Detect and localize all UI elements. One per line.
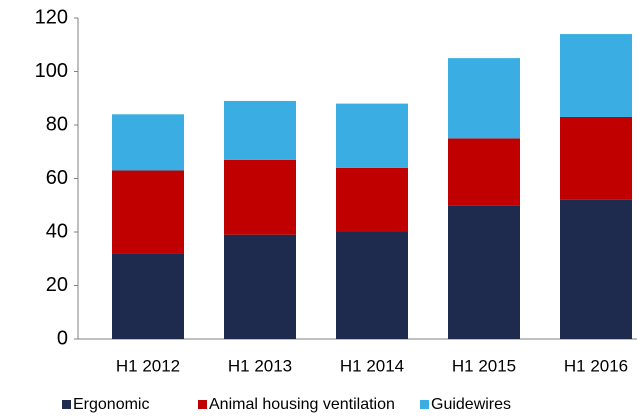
legend-swatch: [62, 400, 71, 409]
x-tick-label: H1 2013: [228, 356, 292, 375]
legend-label: Animal housing ventilation: [209, 396, 395, 413]
legend-swatch: [420, 400, 429, 409]
y-tick-label: 20: [46, 274, 68, 296]
legend-label: Guidewires: [431, 396, 511, 413]
bar-segment: [112, 170, 184, 254]
bar-segment: [560, 199, 632, 339]
x-tick-label: H1 2012: [116, 356, 180, 375]
bar-segment: [224, 100, 296, 160]
x-tick-label: H1 2015: [452, 356, 516, 375]
legend-label: Ergonomic: [73, 396, 149, 413]
bar-segment: [224, 234, 296, 339]
legend-swatch: [198, 400, 207, 409]
bar-segment: [448, 58, 520, 139]
y-tick-label: 120: [35, 6, 68, 28]
y-tick-label: 40: [46, 220, 68, 242]
bar-segment: [448, 205, 520, 339]
bar-segment: [560, 116, 632, 200]
bar-segment: [448, 138, 520, 206]
bar-segment: [112, 253, 184, 339]
x-tick-label: H1 2014: [340, 356, 404, 375]
y-tick-label: 100: [35, 60, 68, 82]
y-tick-label: 80: [46, 113, 68, 135]
bar-segment: [336, 232, 408, 339]
bar-segment: [336, 167, 408, 232]
y-tick-label: 0: [57, 327, 68, 349]
y-tick-label: 60: [46, 167, 68, 189]
bar-segment: [560, 34, 632, 117]
bar-segment: [336, 103, 408, 168]
x-tick-label: H1 2016: [564, 356, 628, 375]
bar-segment: [224, 159, 296, 235]
bar-segment: [112, 114, 184, 171]
